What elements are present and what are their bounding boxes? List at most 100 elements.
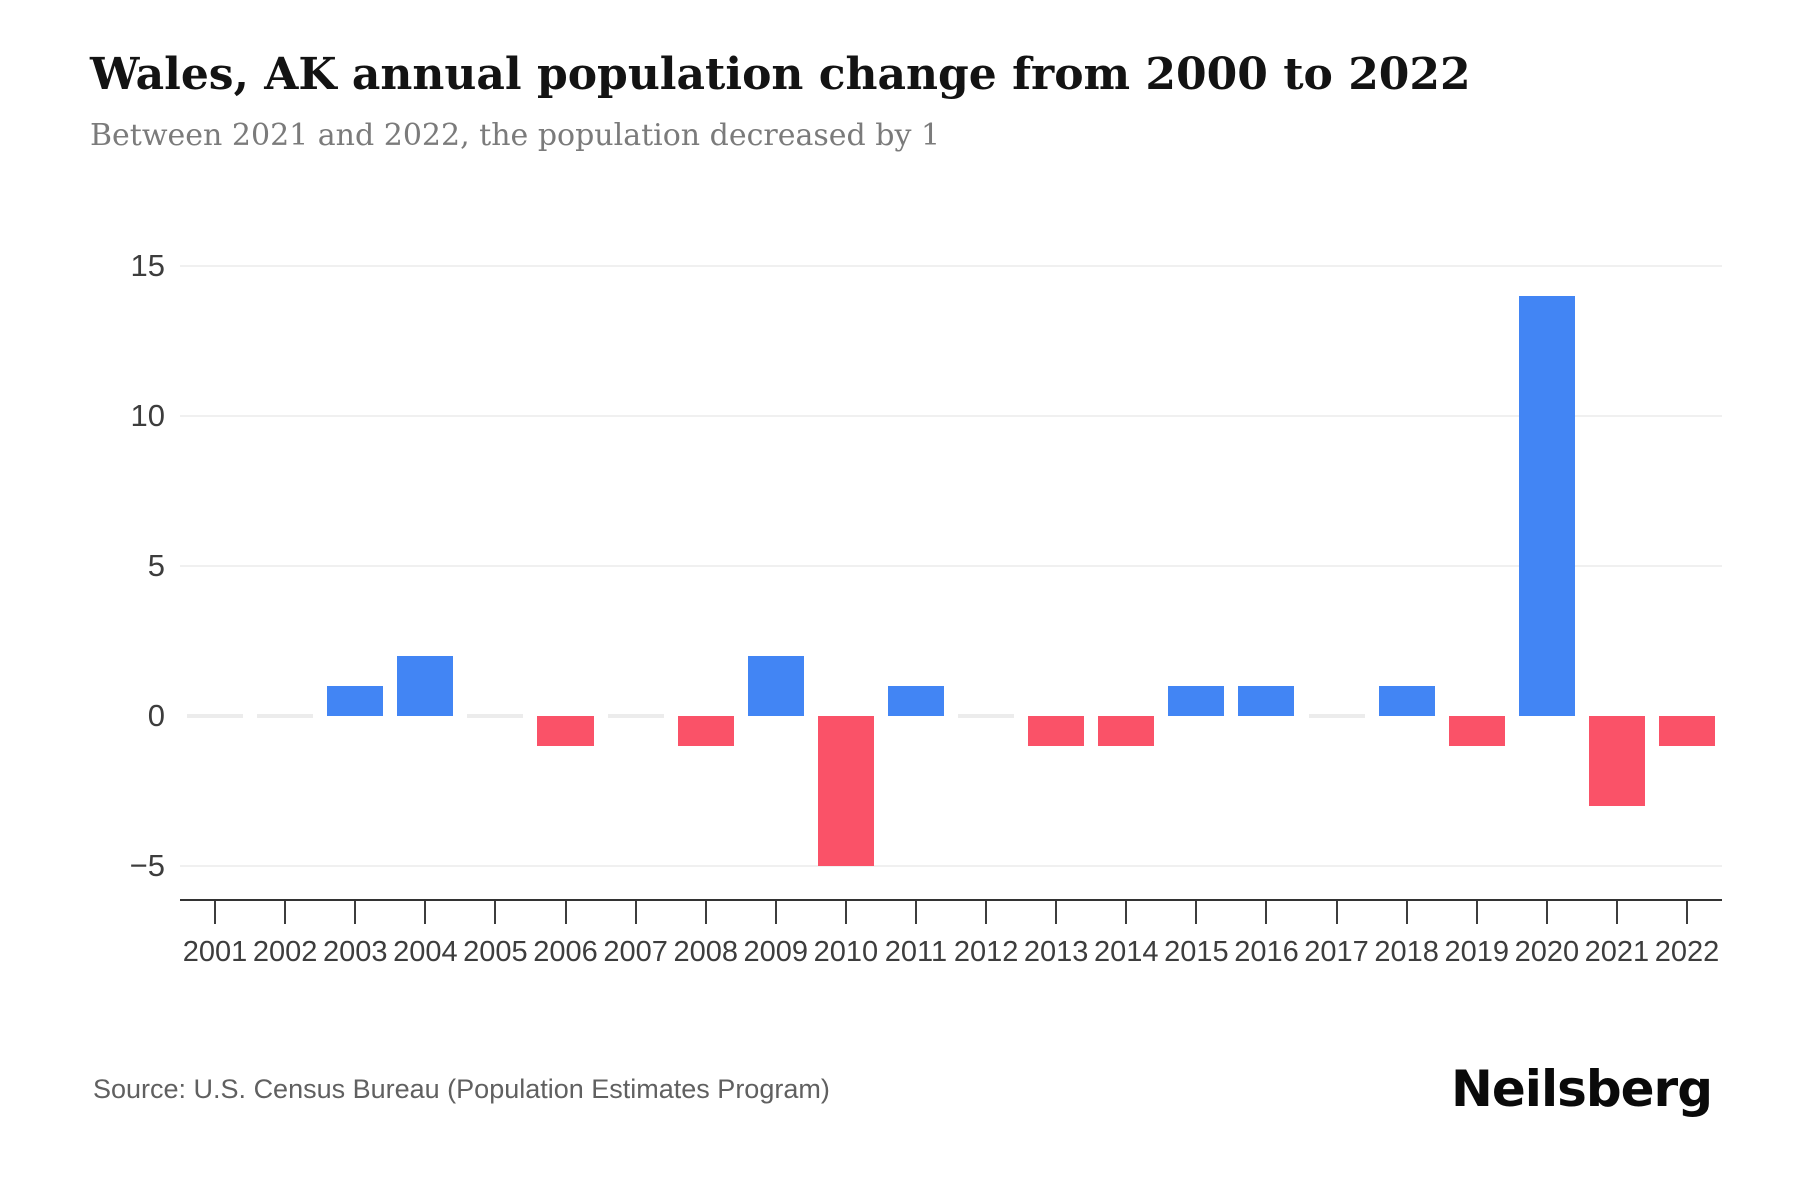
x-tick-mark-2005 [494,901,497,924]
x-tick-slot-2016 [1231,901,1301,924]
x-axis-tick-label-2017: 2017 [1304,936,1369,968]
bar-2001 [187,714,244,718]
x-tick-mark-2003 [354,901,357,924]
y-axis-tick-label-5: 5 [147,548,165,583]
gridline-5 [180,565,1722,567]
x-tick-slot-2004 [390,901,460,924]
bar-slot-2022 [1652,216,1722,900]
x-axis-tick-label-2004: 2004 [393,936,458,968]
bar-2012 [958,714,1015,718]
bar-slot-2008 [671,216,741,900]
x-tick-mark-2012 [985,901,988,924]
x-axis-tick-label-2007: 2007 [603,936,668,968]
bar-slot-2014 [1091,216,1161,900]
x-axis-tick-label-2012: 2012 [953,936,1019,968]
bar-2018 [1378,686,1435,716]
chart-subtitle: Between 2021 and 2022, the population de… [90,118,941,153]
x-axis-tick-label-2019: 2019 [1444,936,1509,968]
bar-slot-2019 [1442,216,1512,900]
x-axis-tick-label-2014: 2014 [1094,936,1159,968]
bar-2021 [1588,716,1645,806]
x-tick-mark-2001 [214,901,217,924]
y-axis-tick-label-15: 15 [130,248,165,283]
y-axis-tick-label--5: −5 [129,848,165,883]
bar-2020 [1518,296,1575,716]
x-axis-tick-label-2018: 2018 [1374,936,1439,968]
bar-2011 [887,686,944,716]
x-tick-mark-2006 [564,901,567,924]
x-axis-tick-label-2001: 2001 [182,936,248,968]
x-tick-slot-2022 [1652,901,1722,924]
x-tick-slot-2008 [671,901,741,924]
bar-2013 [1028,716,1085,746]
x-tick-slot-2005 [460,901,530,924]
x-axis-tick-label-2011: 2011 [884,936,948,968]
x-axis-tick-label-2010: 2010 [813,936,879,968]
bar-2016 [1238,686,1295,716]
x-tick-mark-2002 [284,901,287,924]
x-tick-slot-2015 [1161,901,1231,924]
x-tick-slot-2020 [1512,901,1582,924]
x-axis-tick-label-2013: 2013 [1023,936,1089,968]
x-axis-tick-label-2021: 2021 [1584,936,1650,968]
x-axis-tick-label-2016: 2016 [1234,936,1299,968]
neilsberg-logo[interactable]: Neilsberg [1451,1060,1713,1118]
x-tick-mark-2015 [1195,901,1198,924]
x-tick-slot-2013 [1021,901,1091,924]
x-tick-slot-2002 [250,901,320,924]
bar-2022 [1658,716,1716,746]
bar-slot-2012 [951,216,1021,900]
x-tick-mark-2004 [424,901,427,924]
bar-2005 [467,714,524,718]
bar-slot-2011 [881,216,951,900]
bar-2003 [327,686,384,716]
bar-slot-2015 [1161,216,1231,900]
x-labels-layer: 2001 2002 2003 2004 2005 2006 2007 2008 2009 2010… [180,936,1722,969]
x-tick-mark-2008 [704,901,707,924]
x-axis-tick-label-2003: 2003 [322,936,388,968]
x-tick-slot-2014 [1091,901,1161,924]
bar-slot-2003 [320,216,390,900]
x-ticks-layer [180,901,1722,924]
bar-slot-2020 [1512,216,1582,900]
x-tick-mark-2010 [844,901,847,924]
bar-slot-2005 [460,216,530,900]
x-tick-mark-2019 [1475,901,1478,924]
x-tick-slot-2021 [1582,901,1652,924]
x-tick-mark-2017 [1335,901,1338,924]
bar-slot-2021 [1582,216,1652,900]
footer: Source: U.S. Census Bureau (Population E… [93,1052,1713,1126]
chart-title: Wales, AK annual population change from … [90,49,1471,100]
bar-slot-2010 [811,216,881,900]
bar-2014 [1098,716,1155,746]
bar-2007 [607,714,664,718]
bars-layer [180,216,1722,900]
x-tick-mark-2016 [1265,901,1268,924]
x-tick-slot-2006 [530,901,600,924]
x-tick-slot-2001 [180,901,250,924]
bar-slot-2018 [1372,216,1442,900]
bar-slot-2006 [530,216,600,900]
x-axis-tick-label-2002: 2002 [252,936,318,968]
x-tick-mark-2009 [774,901,777,924]
plot-area: 15 10 5 0 −5 2001 2002 2003 2004 2005 2006 2007 200… [130,216,1722,968]
gridline-10 [180,415,1722,417]
x-tick-mark-2018 [1405,901,1408,924]
x-axis-tick-label-2022: 2022 [1654,936,1720,968]
bar-slot-2009 [741,216,811,900]
bar-slot-2017 [1302,216,1372,900]
bar-slot-2002 [250,216,320,900]
bar-slot-2001 [180,216,250,900]
x-tick-slot-2003 [320,901,390,924]
x-axis-line [180,899,1722,901]
x-tick-mark-2011 [914,901,917,924]
x-axis-tick-label-2005: 2005 [463,936,528,968]
bar-2010 [817,716,874,866]
x-axis-tick-label-2015: 2015 [1164,936,1229,968]
y-axis-tick-label-0: 0 [147,698,165,733]
x-tick-slot-2009 [741,901,811,924]
bar-2017 [1308,714,1365,718]
bar-slot-2004 [390,216,460,900]
bar-2006 [537,716,594,746]
